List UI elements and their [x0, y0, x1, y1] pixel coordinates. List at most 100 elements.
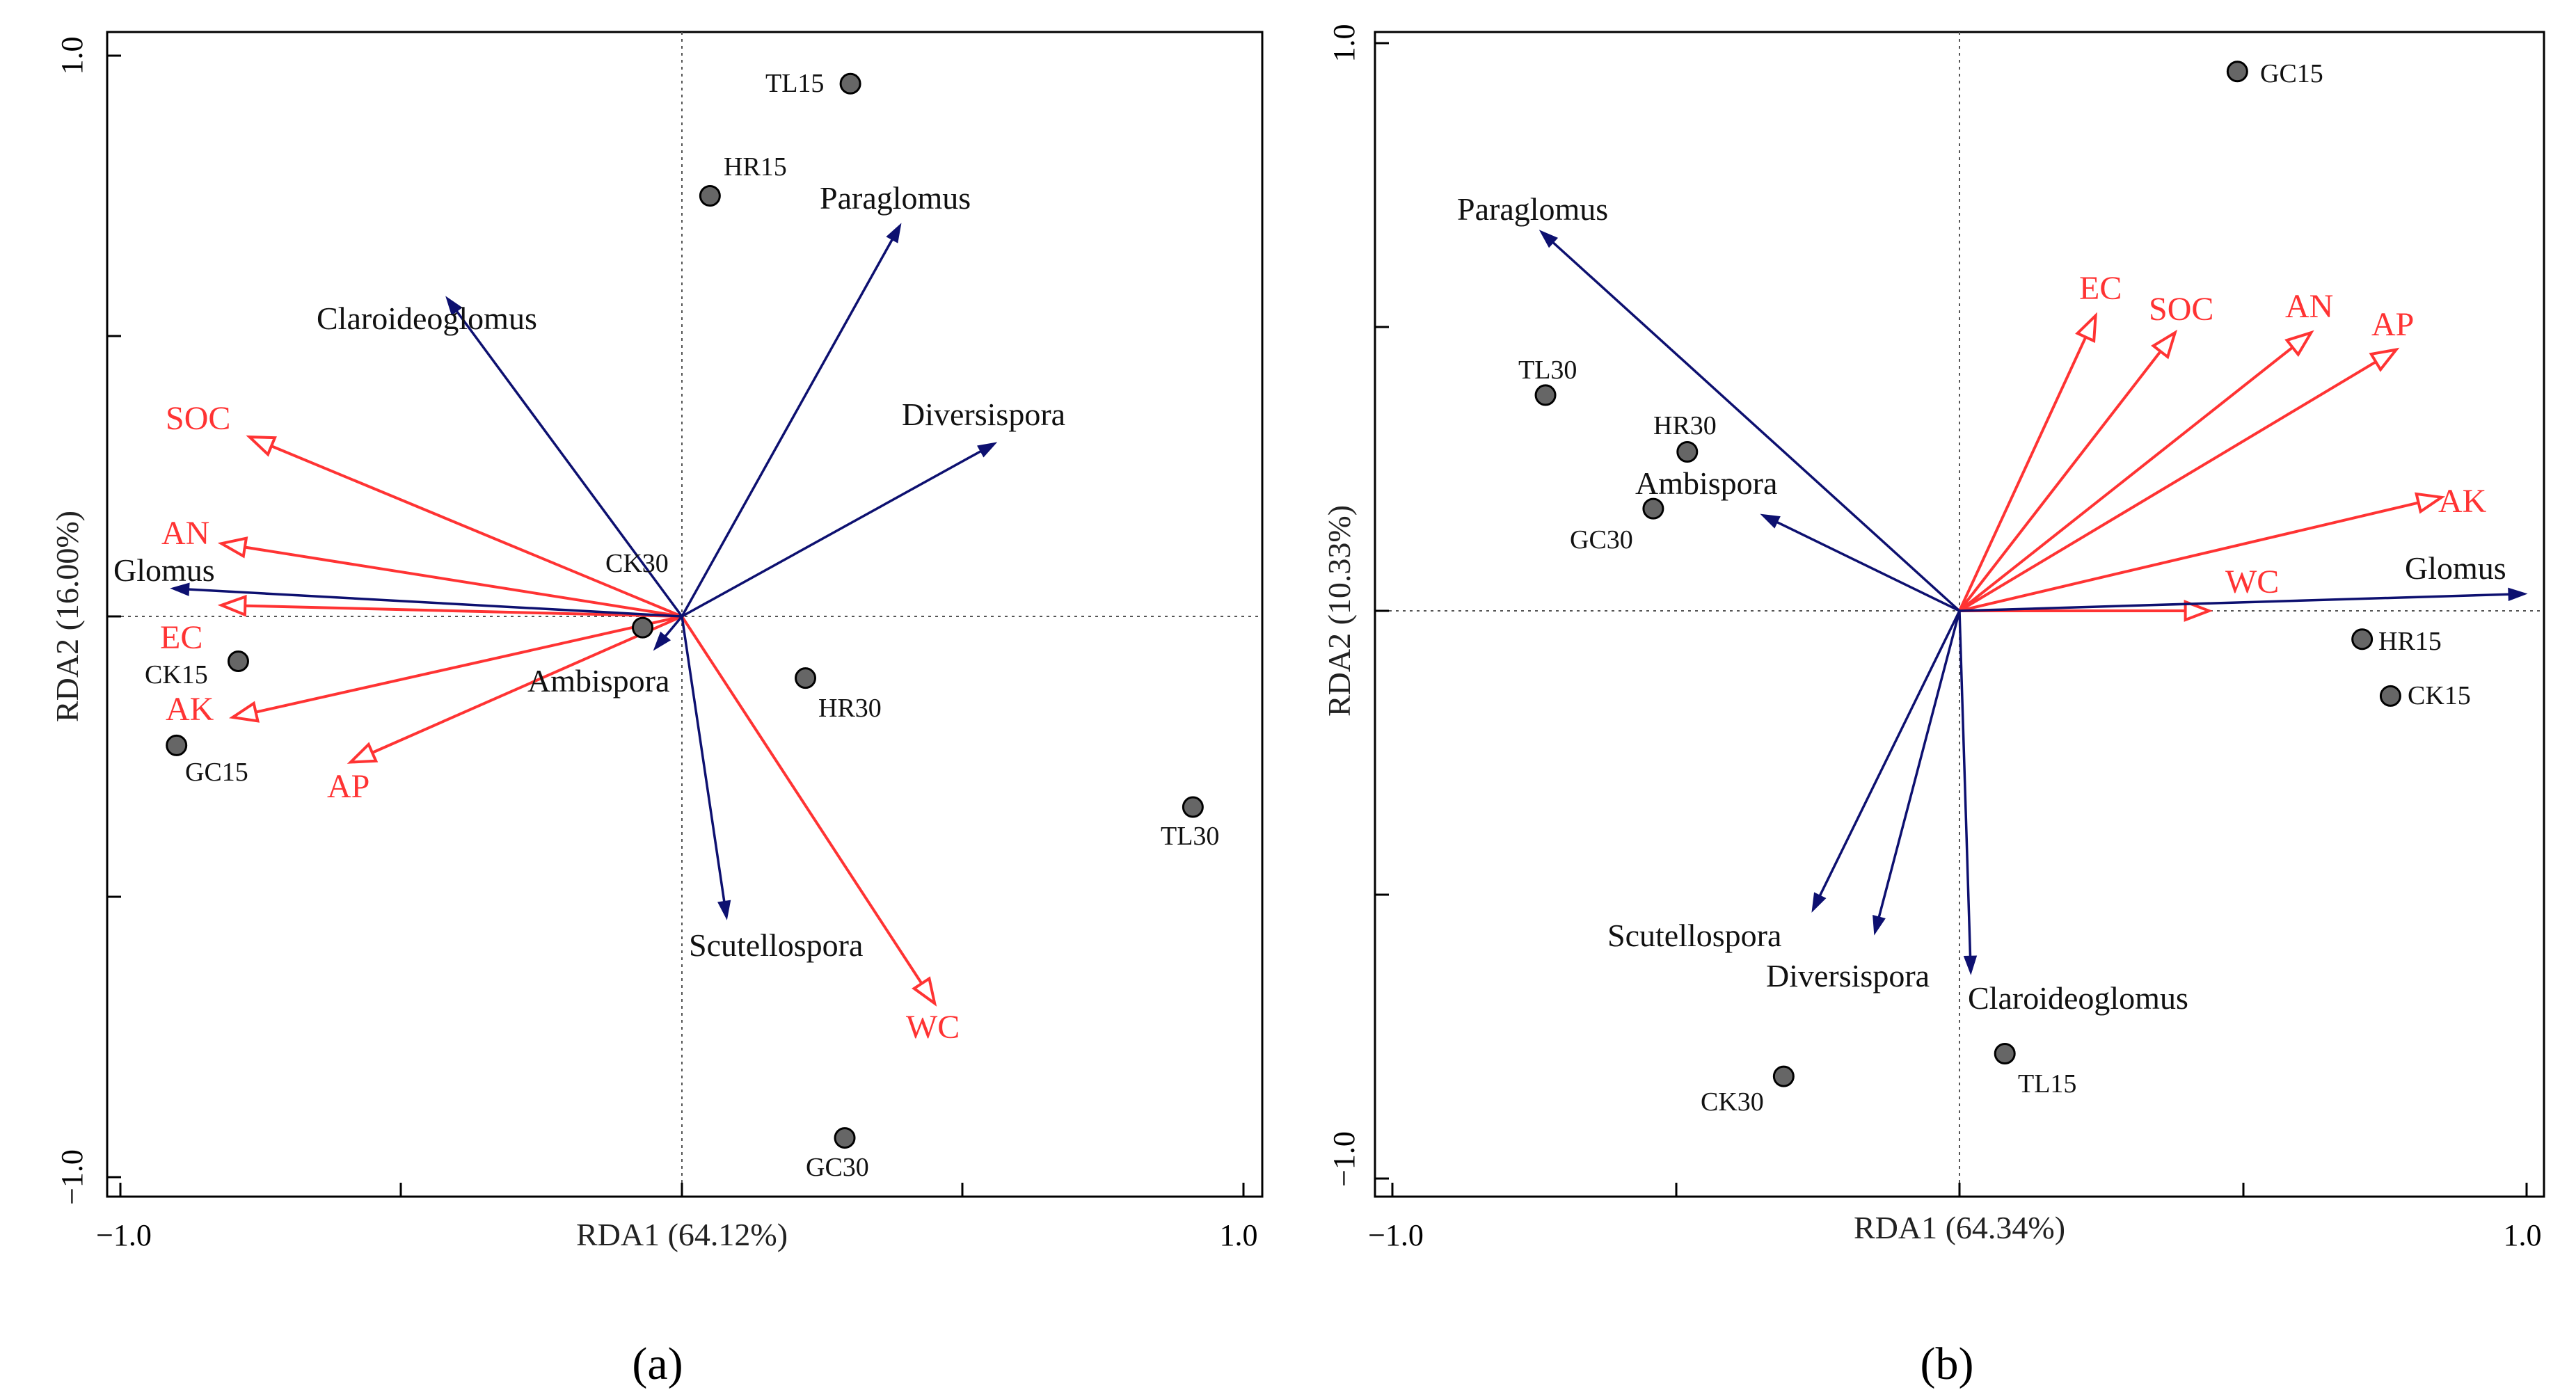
- panel-b-xtick-label-max: 1.0: [2504, 1218, 2542, 1252]
- panel-a-species-label-claroideoglomus: Claroideoglomus: [317, 301, 537, 336]
- panel-b-sample-label-ck15: CK15: [2408, 681, 2471, 710]
- panel-a-species-arrowhead-claroideoglomus: [445, 296, 463, 316]
- panel-a-env-arrowhead-ap: [347, 742, 379, 764]
- panel-b-sample-label-tl30: TL30: [1518, 356, 1577, 385]
- panel-b-sample-label-ck30: CK30: [1701, 1087, 1764, 1117]
- panel-a-species-label-ambispora: Ambispora: [527, 663, 669, 698]
- panel-b-env-arrowhead-ak: [2415, 492, 2446, 514]
- panel-b-env-label-ec: EC: [2079, 270, 2122, 307]
- panel-a-species-arrowhead-ambispora: [653, 631, 671, 651]
- panel-a-species-vector-claroideoglomus: [456, 310, 683, 618]
- panel-a-ytick-label-min: −1.0: [55, 1149, 89, 1205]
- panel-a-sample-label-ck30: CK30: [605, 549, 669, 578]
- panel-a-env-arrowhead-ec: [217, 594, 247, 617]
- panel-b: −1.0 1.0 1.0 −1.0 RDA1 (64.34%) RDA2 (10…: [1321, 24, 2545, 1389]
- panel-b-env-arrowhead-soc: [2151, 329, 2178, 360]
- panel-a-env-arrowhead-an: [217, 536, 248, 559]
- panel-a-species-arrowhead-glomus: [170, 582, 190, 596]
- panel-b-label: (b): [1921, 1339, 1974, 1389]
- panel-b-species-arrowhead-diversispora: [1873, 915, 1886, 936]
- panel-a-species-arrowhead-scutellospora: [717, 900, 731, 920]
- panel-b-species-arrowhead-paraglomus: [1539, 230, 1559, 248]
- panel-a-frame: [106, 31, 1264, 1198]
- panel-b-env-vector-an: [1958, 346, 2293, 612]
- panel-b-species-label-scutellospora: Scutellospora: [1607, 918, 1781, 953]
- panel-b-species-vector-diversispora: [1877, 610, 1961, 918]
- panel-b-environment-vectors: [1958, 312, 2446, 622]
- panel-a-sample-point-gc30: [834, 1127, 856, 1149]
- panel-a-env-label-ap: AP: [327, 768, 369, 805]
- panel-b-sample-label-hr15: HR15: [2378, 627, 2442, 656]
- panel-a-env-vector-ap: [372, 615, 683, 754]
- panel-a-sample-point-hr30: [795, 667, 817, 689]
- panel-b-ytick-label-max: 1.0: [1327, 24, 1361, 63]
- panel-b-env-vector-ap: [1958, 360, 2377, 612]
- panel-a: −1.0 1.0 1.0 −1.0 RDA1 (64.12%) RDA2 (16…: [49, 31, 1264, 1389]
- panel-b-sample-point-ck30: [1772, 1065, 1795, 1087]
- panel-b-ytick-label-min: −1.0: [1327, 1131, 1361, 1187]
- panel-a-species-vectors: [170, 223, 998, 920]
- panel-b-env-arrowhead-ap: [2369, 347, 2400, 372]
- panel-b-species-arrowhead-claroideoglomus: [1963, 955, 1978, 975]
- panel-a-env-label-wc: WC: [906, 1009, 960, 1046]
- panel-b-sample-point-ck15: [2379, 685, 2401, 707]
- panel-b-sample-label-gc30: GC30: [1570, 525, 1633, 554]
- panel-a-label: (a): [632, 1339, 683, 1389]
- panel-a-sample-label-gc30: GC30: [806, 1153, 869, 1182]
- panel-a-sample-label-ck15: CK15: [145, 660, 208, 689]
- panel-b-species-vectors: [1539, 230, 2528, 975]
- panel-b-sample-point-tl15: [1994, 1042, 2016, 1064]
- panel-a-env-label-an: AN: [161, 515, 209, 552]
- panel-b-env-vector-ec: [1958, 336, 2088, 612]
- panel-b-species-label-paraglomus: Paraglomus: [1457, 191, 1608, 227]
- panel-b-ylabel: RDA2 (10.33%): [1321, 505, 1357, 717]
- panel-a-xtick-label-max: 1.0: [1220, 1218, 1258, 1252]
- panel-a-xlabel: RDA1 (64.12%): [576, 1217, 788, 1252]
- panel-a-sample-label-hr30: HR30: [818, 694, 882, 723]
- panel-b-env-arrowhead-ec: [2075, 312, 2097, 344]
- panel-a-ylabel: RDA2 (16.00%): [49, 511, 85, 722]
- panel-a-env-label-ak: AK: [166, 691, 214, 728]
- panel-b-species-arrowhead-scutellospora: [1811, 892, 1827, 913]
- panel-b-species-vector-scutellospora: [1818, 610, 1961, 896]
- panel-a-species-label-scutellospora: Scutellospora: [689, 927, 863, 963]
- panel-a-sample-label-tl30: TL30: [1161, 822, 1219, 851]
- panel-a-xtick-label-min: −1.0: [96, 1218, 152, 1252]
- panel-b-sample-point-hr30: [1676, 441, 1699, 463]
- panel-a-env-arrowhead-wc: [912, 976, 937, 1007]
- panel-a-environment-vectors: [217, 435, 937, 1007]
- panel-a-species-label-diversispora: Diversispora: [902, 397, 1065, 432]
- panel-b-env-arrowhead-an: [2284, 330, 2314, 357]
- panel-a-sample-label-gc15: GC15: [185, 758, 248, 787]
- panel-a-sample-point-tl30: [1182, 796, 1204, 818]
- panel-a-species-vector-glomus: [189, 588, 683, 618]
- panel-b-env-vector-soc: [1958, 350, 2162, 612]
- panel-a-sample-point-hr15: [699, 185, 721, 207]
- panel-b-env-arrowhead-wc: [2184, 600, 2213, 622]
- panel-a-species-arrowhead-diversispora: [977, 442, 998, 458]
- panel-b-env-label-ap: AP: [2371, 306, 2414, 343]
- panel-a-sample-label-hr15: HR15: [724, 152, 787, 182]
- panel-a-species-label-paraglomus: Paraglomus: [820, 180, 971, 216]
- panel-b-species-vector-glomus: [1959, 593, 2509, 612]
- panel-b-species-label-diversispora: Diversispora: [1766, 958, 1930, 993]
- panel-a-sample-point-ck15: [227, 650, 249, 672]
- panel-b-species-label-glomus: Glomus: [2405, 550, 2506, 586]
- panel-a-env-arrowhead-soc: [246, 435, 277, 457]
- panel-b-env-label-soc: SOC: [2149, 291, 2213, 328]
- panel-b-sample-point-gc15: [2226, 61, 2248, 83]
- panel-b-species-vector-ambispora: [1776, 521, 1960, 612]
- panel-b-species-arrowhead-glomus: [2508, 587, 2528, 602]
- panel-a-sample-label-tl15: TL15: [765, 69, 824, 98]
- panel-a-env-label-soc: SOC: [166, 400, 230, 437]
- panel-a-sample-point-ck30: [632, 616, 654, 639]
- panel-a-ytick-label-max: 1.0: [55, 37, 89, 75]
- panel-a-species-label-glomus: Glomus: [113, 552, 215, 588]
- panel-a-env-arrowhead-ak: [228, 701, 260, 723]
- panel-a-species-vector-paraglomus: [681, 239, 893, 617]
- panel-a-species-vector-diversispora: [681, 450, 982, 618]
- panel-b-sample-label-hr30: HR30: [1653, 411, 1717, 440]
- panel-b-species-label-claroideoglomus: Claroideoglomus: [1968, 980, 2188, 1016]
- panel-b-species-vector-paraglomus: [1552, 241, 1961, 612]
